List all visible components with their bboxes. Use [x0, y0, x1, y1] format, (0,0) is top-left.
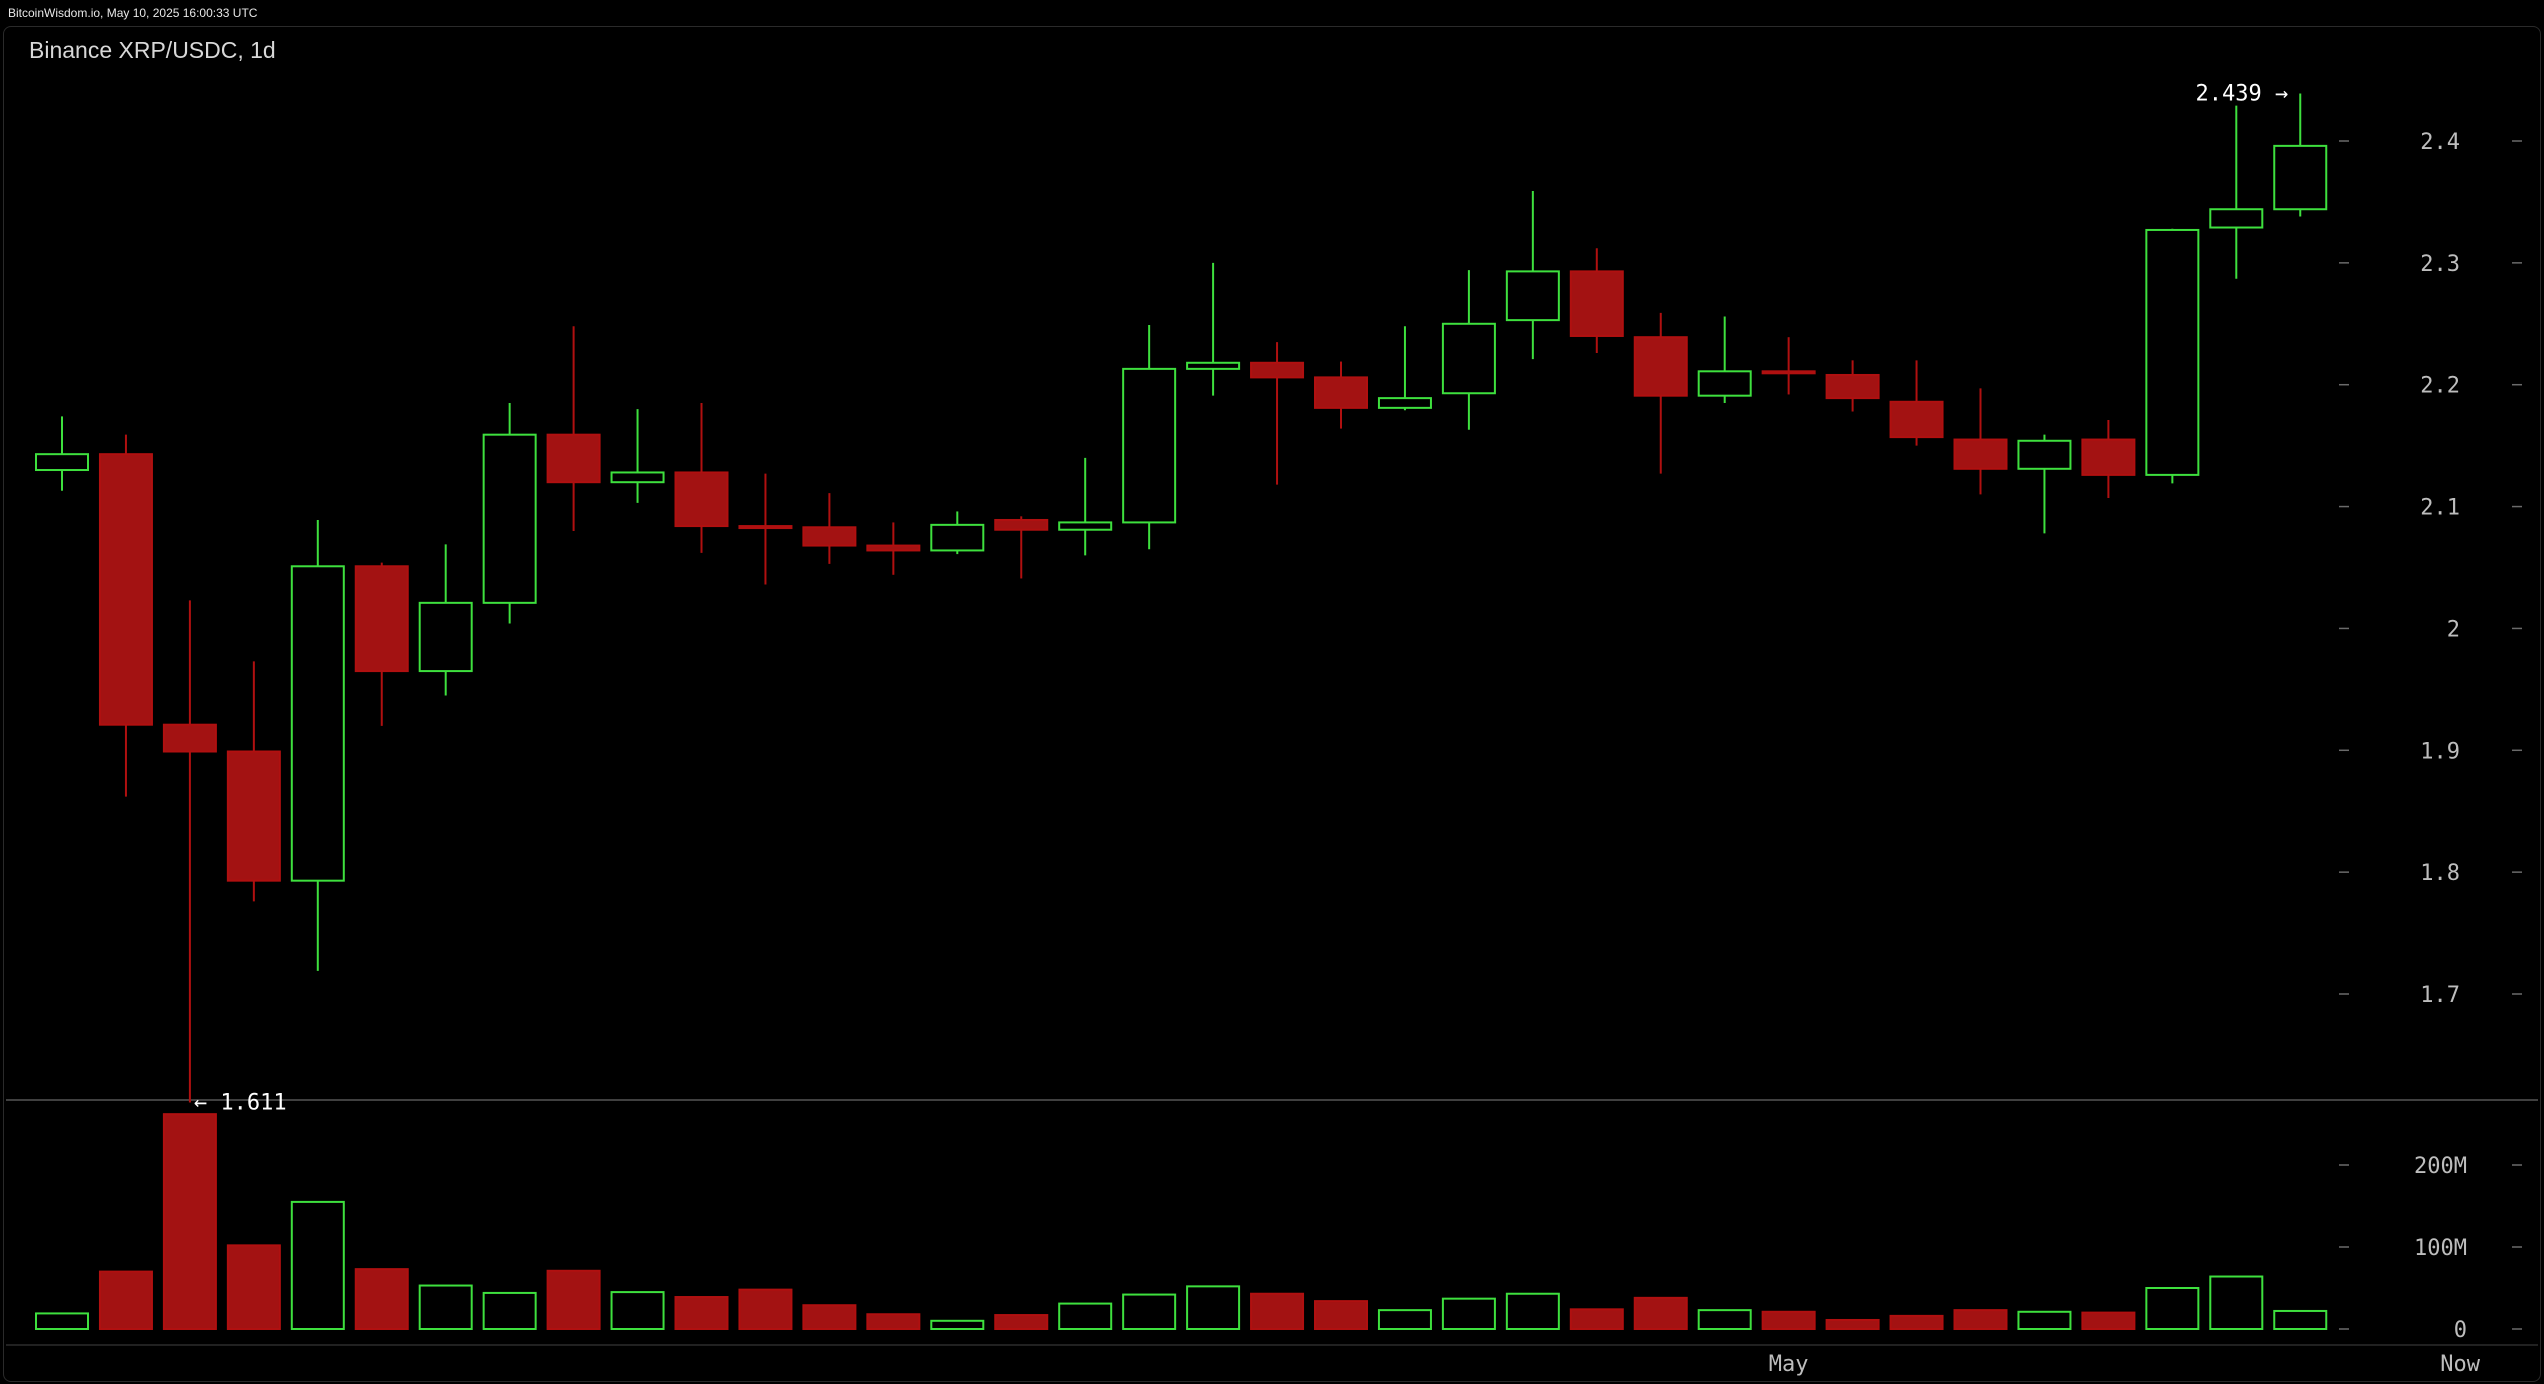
candle-body-up: [610, 471, 665, 484]
candle-body-down: [1314, 376, 1368, 409]
volume-bar: [994, 1314, 1049, 1331]
volume-bar: [1058, 1302, 1113, 1330]
candle-body-down: [226, 750, 281, 882]
candle-body-up: [2273, 144, 2328, 211]
candle-body-down: [1569, 270, 1624, 337]
volume-bar: [2273, 1309, 2328, 1330]
volume-bar: [1889, 1314, 1944, 1331]
candle-body-down: [866, 544, 921, 552]
candle-body-up: [1122, 367, 1177, 524]
candle-body-up: [35, 453, 89, 472]
volume-bar: [354, 1268, 409, 1331]
volume-tick-label: 200M: [2414, 1154, 2467, 1179]
candle-body-down: [546, 433, 601, 484]
volume-bar: [738, 1288, 793, 1331]
candle-body-up: [290, 565, 345, 882]
price-tick-label: 2.1: [2420, 496, 2460, 521]
candle-body-up: [418, 601, 473, 673]
volume-bar: [1441, 1297, 1496, 1331]
volume-bar: [1505, 1292, 1560, 1330]
candle-body-up: [2145, 228, 2200, 476]
volume-bar: [610, 1291, 665, 1330]
price-annotations: 2.439 → ← 1.611: [194, 81, 2288, 1115]
volume-bar: [2081, 1311, 2136, 1330]
candle-body-down: [162, 723, 217, 753]
price-tick-label: 2.4: [2420, 130, 2460, 155]
candle-bodies: [35, 144, 2328, 882]
volume-bar: [674, 1296, 729, 1331]
low-price-annotation: ← 1.611: [194, 1090, 287, 1115]
volume-bar: [1953, 1309, 2008, 1331]
volume-bar: [802, 1304, 857, 1330]
candle-body-up: [1441, 322, 1496, 395]
candle-body-down: [994, 518, 1049, 531]
time-axis-label: May: [1769, 1352, 1809, 1377]
volume-axis: 200M 100M 0: [2339, 1154, 2522, 1343]
chart-panel[interactable]: [3, 26, 2541, 1382]
candle-body-down: [1953, 438, 2008, 470]
candle-body-down: [1761, 370, 1816, 375]
candle-body-down: [1825, 373, 1880, 400]
candle-body-up: [1697, 370, 1752, 397]
volume-bar: [2017, 1310, 2072, 1331]
volume-bar: [1377, 1309, 1432, 1331]
candle-body-down: [2081, 438, 2136, 476]
volume-bar: [546, 1269, 601, 1331]
volume-bar: [930, 1319, 985, 1331]
high-price-annotation: 2.439 →: [2196, 81, 2289, 106]
volume-bar: [1825, 1318, 1880, 1330]
price-tick-label: 1.9: [2420, 739, 2460, 764]
volume-bar: [162, 1113, 217, 1331]
candle-body-down: [98, 453, 153, 726]
volume-bar: [1314, 1300, 1368, 1330]
price-axis: 2.4 2.3 2.2 2.1 2 1.9 1.8 1.7: [2339, 130, 2522, 1008]
candle-body-up: [2209, 208, 2264, 229]
candle-body-down: [1250, 361, 1305, 379]
volume-tick-label: 0: [2454, 1318, 2467, 1343]
price-tick-label: 2.2: [2420, 374, 2460, 399]
price-tick-label: 1.7: [2420, 983, 2460, 1008]
time-axis: May Now: [1769, 1352, 2481, 1377]
candle-body-down: [802, 526, 857, 547]
candle-body-down: [354, 565, 409, 673]
candle-body-up: [1186, 361, 1241, 370]
volume-bar: [1569, 1308, 1624, 1330]
volume-bar: [1122, 1293, 1177, 1331]
volume-tick-label: 100M: [2414, 1236, 2467, 1261]
candle-body-up: [482, 433, 537, 604]
candle-body-down: [1889, 400, 1944, 439]
volume-bar: [1250, 1292, 1305, 1330]
candle-body-down: [674, 471, 729, 528]
volume-bar: [418, 1284, 473, 1331]
volume-bar: [1633, 1296, 1688, 1330]
price-tick-label: 2.3: [2420, 252, 2460, 277]
time-axis-label: Now: [2440, 1352, 2480, 1377]
candle-body-up: [1505, 270, 1560, 322]
source-stamp-bar: BitcoinWisdom.io, May 10, 2025 16:00:33 …: [0, 0, 2544, 26]
volume-bar: [226, 1244, 281, 1330]
candle-body-down: [738, 525, 793, 530]
chart-title: Binance XRP/USDC, 1d: [29, 37, 276, 63]
volume-bar: [1186, 1285, 1241, 1330]
price-tick-label: 2: [2447, 617, 2460, 642]
volume-bar: [35, 1312, 89, 1331]
volume-bar: [2145, 1287, 2200, 1330]
volume-bar: [1697, 1309, 1752, 1331]
volume-bar: [2209, 1275, 2264, 1331]
volume-bar: [290, 1200, 345, 1331]
volume-bar: [1761, 1310, 1816, 1331]
candle-body-up: [1377, 397, 1432, 409]
volume-bars: [35, 1113, 2328, 1331]
candle-body-up: [930, 523, 985, 552]
price-tick-label: 1.8: [2420, 861, 2460, 886]
candle-body-up: [1058, 521, 1113, 531]
candle-body-up: [2017, 439, 2072, 470]
volume-bar: [866, 1313, 921, 1330]
source-stamp: BitcoinWisdom.io, May 10, 2025 16:00:33 …: [8, 6, 258, 20]
volume-bar: [482, 1291, 537, 1331]
volume-bar: [98, 1270, 153, 1330]
candle-body-down: [1633, 336, 1688, 397]
